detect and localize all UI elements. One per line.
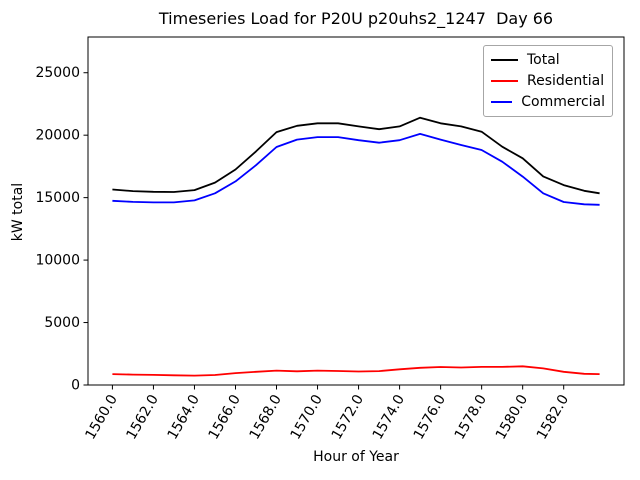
x-tick-label: 1562.0 xyxy=(124,392,162,442)
legend-line-sample-commercial xyxy=(491,101,513,103)
legend-line-sample-residential xyxy=(491,80,518,82)
legend-label-residential: Residential xyxy=(527,73,605,89)
y-tick-label: 5000 xyxy=(44,315,80,331)
x-tick-label: 1566.0 xyxy=(206,392,244,442)
x-tick-label: 1576.0 xyxy=(411,392,449,442)
legend-item-total: Total xyxy=(491,51,605,69)
legend-item-residential: Residential xyxy=(491,72,605,90)
x-axis-label: Hour of Year xyxy=(313,449,399,465)
x-tick-label: 1568.0 xyxy=(247,392,285,442)
x-tick-label: 1578.0 xyxy=(452,392,490,442)
x-tick-label: 1564.0 xyxy=(165,392,203,442)
x-tick-label: 1570.0 xyxy=(288,392,326,442)
legend-item-commercial: Commercial xyxy=(491,93,605,111)
legend-label-commercial: Commercial xyxy=(521,94,605,110)
x-tick-label: 1582.0 xyxy=(534,392,572,442)
axes-frame xyxy=(87,36,625,386)
series-line-residential xyxy=(112,365,600,377)
y-tick-label: 10000 xyxy=(35,253,80,269)
series-line-total xyxy=(112,116,600,195)
y-tick-label: 15000 xyxy=(35,190,80,206)
chart-title: Timeseries Load for P20U p20uhs2_1247 Da… xyxy=(158,9,554,28)
x-tick-label: 1560.0 xyxy=(83,392,121,442)
legend-label-total: Total xyxy=(527,52,560,68)
x-tick-label: 1572.0 xyxy=(329,392,367,442)
x-tick-label: 1574.0 xyxy=(370,392,408,442)
y-tick-label: 20000 xyxy=(35,128,80,144)
y-tick-label: 25000 xyxy=(35,65,80,81)
series-line-commercial xyxy=(112,133,600,206)
x-tick-label: 1580.0 xyxy=(493,392,531,442)
y-axis-label: kW total xyxy=(10,182,26,242)
legend: Total Residential Commercial xyxy=(483,45,613,117)
y-tick-label: 0 xyxy=(71,378,80,394)
legend-line-sample-total xyxy=(491,59,518,61)
